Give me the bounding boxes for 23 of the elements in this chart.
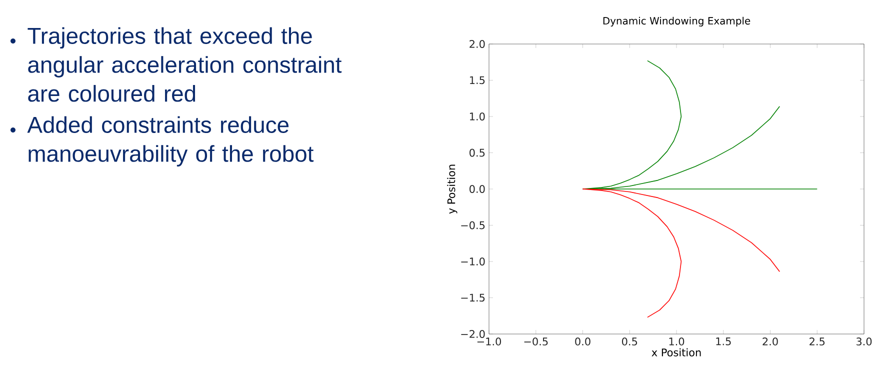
y-tick-label: 0.0 [470,185,485,193]
x-tick-label: 3.0 [856,338,872,346]
x-tick-label: 2.0 [762,338,778,346]
x-tick-label: −0.5 [524,338,548,346]
y-tick-label: −1.5 [461,294,485,302]
y-tick-label: −0.5 [461,221,485,230]
y-tick-label: 2.0 [470,40,485,48]
x-tick-label: 2.5 [810,338,825,346]
y-tick-label: 0.5 [470,148,485,157]
x-tick-label: −1.0 [477,338,502,346]
x-tick-label: 0.0 [575,338,590,346]
x-axis-title: x Position [652,348,701,356]
text: Trajectories that exceed the angular acceleration constraint are coloured red [28,27,342,102]
x-tick-label: 0.5 [622,338,638,346]
text: Added constraints reduce manoeuvrability of the robot [27,116,314,166]
y-tick-label: 1.0 [470,112,485,120]
x-tick-label: 1.5 [716,338,731,346]
chart-title: Dynamic Windowing Example [603,16,750,27]
y-tick-label: −1.0 [461,258,485,266]
x-tick-label: 1.0 [669,338,684,346]
y-tick-label: −2.0 [461,330,485,338]
y-axis-title: y Position [447,164,458,214]
y-tick-label: 1.5 [470,76,485,84]
